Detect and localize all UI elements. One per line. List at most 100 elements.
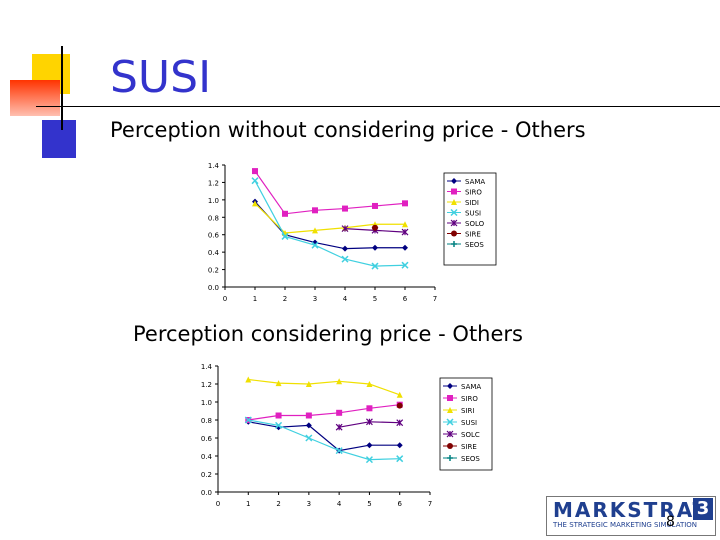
chart-2-legend-label-solc: SOLC <box>461 431 480 439</box>
chart-2-legend-marker <box>447 455 453 461</box>
chart-2-point-susi <box>396 455 404 463</box>
chart-1-legend-marker <box>451 230 457 237</box>
chart-1-point-sama <box>372 244 378 251</box>
chart-2-point-susi <box>275 421 283 429</box>
chart-1-point-susi <box>341 255 349 263</box>
chart-2-point-siri <box>366 381 373 387</box>
chart-2-point-siro <box>336 409 343 416</box>
chart-2-x-tick-label: 3 <box>307 500 311 508</box>
chart-2-legend-marker <box>447 383 453 389</box>
deco-vertical-line <box>61 46 63 130</box>
chart-1-series-susi <box>251 177 409 270</box>
chart-1-legend-label-siro: SIRO <box>465 189 482 197</box>
chart-1-y-tick-label: 0.8 <box>208 214 219 222</box>
chart-2-point-sire <box>396 402 403 409</box>
chart-1-x-tick-label: 1 <box>253 295 257 303</box>
chart-1-point-susi <box>371 262 379 270</box>
deco-horizontal-line <box>36 106 720 107</box>
chart-2-series-sire <box>396 402 403 409</box>
logo-tagline: THE STRATEGIC MARKETING SIMULATION <box>553 521 698 529</box>
chart-1-x-tick-label: 3 <box>313 295 317 303</box>
chart-2-line-sama <box>248 421 400 452</box>
chart-2-point-sama <box>396 442 403 449</box>
deco-red-square <box>10 80 60 116</box>
chart-1-x-tick-label: 5 <box>373 295 377 303</box>
chart-2-legend-marker <box>446 418 454 426</box>
chart-2-point-siri <box>336 378 343 385</box>
chart-1-point-susi <box>251 177 259 185</box>
chart-1-line-sama <box>254 201 405 250</box>
chart-2-series-siro <box>245 401 403 423</box>
chart-2-x-tick-label: 7 <box>428 500 432 508</box>
chart-1-line-susi <box>254 180 406 267</box>
chart-1-legend-label-sidi: SIDI <box>465 199 479 207</box>
chart-2-point-siro <box>366 405 373 412</box>
chart-2-point-susi <box>335 447 343 455</box>
chart-1-legend-label-sama: SAMA <box>465 178 485 186</box>
chart-2-point-sama <box>305 422 312 429</box>
logo-version: 3 <box>693 498 713 520</box>
chart-1-line-siro <box>254 170 406 215</box>
chart-1-y-tick-label: 0.4 <box>208 249 220 257</box>
chart-1-point-susi <box>401 261 409 269</box>
chart-1-point-sidi <box>252 200 258 207</box>
chart-1-y-tick-label: 1.4 <box>208 162 220 170</box>
chart-1-point-siro <box>252 168 258 175</box>
chart-2-legend-marker <box>447 407 453 413</box>
chart-2-point-susi <box>244 416 252 424</box>
deco-blue-square <box>42 120 76 158</box>
chart-1-point-sidi <box>312 227 318 234</box>
chart-2-point-solc <box>366 418 373 426</box>
chart-2-legend-label-sama: SAMA <box>461 383 481 391</box>
slide-title: SUSI <box>110 52 212 103</box>
chart-2-y-tick-label: 1.0 <box>201 399 212 407</box>
chart-1-y-tick-label: 0.0 <box>208 284 219 292</box>
chart-1-legend-marker <box>451 188 457 195</box>
chart-2-y-tick-label: 0.4 <box>201 453 213 461</box>
chart-1-point-sire <box>372 224 378 231</box>
chart-1-legend-marker <box>450 208 458 217</box>
chart-1-point-susi <box>311 241 319 249</box>
chart-1-series-sire <box>372 224 378 231</box>
chart2-caption: Perception considering price - Others <box>133 322 523 346</box>
chart-2-line-susi <box>248 419 400 461</box>
chart-1-point-sama <box>342 245 348 252</box>
chart-1-point-solo <box>401 228 409 236</box>
chart-1-point-siro <box>312 207 318 214</box>
chart-2-x-tick-label: 0 <box>216 500 220 508</box>
chart-2-point-siri <box>245 376 252 383</box>
chart-1-point-siro <box>372 202 378 209</box>
chart-2-series-siri <box>245 376 403 398</box>
chart-2-legend-marker <box>446 430 454 438</box>
chart-2-x-tick-label: 4 <box>337 500 342 508</box>
chart-2-y-tick-label: 0.0 <box>201 489 212 497</box>
chart-2-point-solc <box>396 419 404 427</box>
chart-2-point-sama <box>366 442 373 449</box>
chart-1-series-sama <box>252 198 408 252</box>
chart-1-legend-label-sire: SIRE <box>465 231 481 239</box>
chart-1-legend-marker <box>450 219 458 227</box>
chart-1-point-solo <box>341 225 349 233</box>
logo-brand: MARKSTRAT <box>553 498 709 522</box>
chart-1-legend-label-seos: SEOS <box>465 241 484 249</box>
chart-2-line-siro <box>248 404 400 421</box>
chart-2-x-tick-label: 2 <box>276 500 280 508</box>
chart-2-y-tick-label: 1.2 <box>201 381 212 389</box>
chart-2-legend-label-susi: SUSI <box>461 419 477 427</box>
chart-2-legend-label-sire: SIRE <box>461 443 477 451</box>
chart-1-x-tick-label: 4 <box>343 295 348 303</box>
chart-1-y-tick-label: 1.2 <box>208 179 219 187</box>
chart-1-legend-label-solo: SOLO <box>465 220 485 228</box>
chart-1-x-tick-label: 7 <box>433 295 437 303</box>
chart-2-legend-label-siro: SIRO <box>461 395 478 403</box>
chart-2-y-tick-label: 0.8 <box>201 417 212 425</box>
chart-1-point-susi <box>281 232 289 240</box>
chart-2-legend-label-siri: SIRI <box>461 407 474 415</box>
chart-1-point-sama <box>402 244 408 251</box>
chart-1-x-tick-label: 2 <box>283 295 287 303</box>
chart-2-series-solc <box>335 418 404 431</box>
chart-2-point-susi <box>305 434 313 442</box>
chart-2-legend-marker <box>447 443 453 449</box>
chart-2-line-siri <box>248 378 400 396</box>
